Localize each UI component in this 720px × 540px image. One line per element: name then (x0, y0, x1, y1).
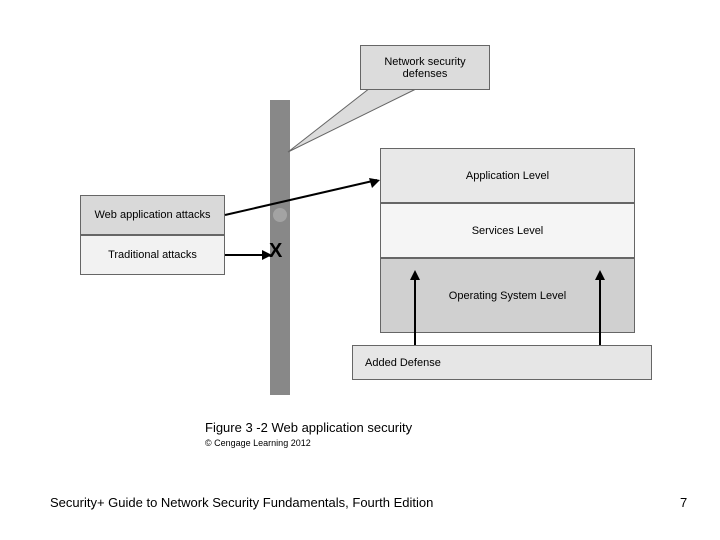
callout-label: Network security defenses (367, 56, 483, 80)
web-attacks-box: Web application attacks (80, 195, 225, 235)
page-number: 7 (680, 495, 687, 510)
up-arrow-right-head (595, 270, 605, 280)
os-level-label: Operating System Level (449, 290, 566, 302)
services-level-label: Services Level (472, 225, 544, 237)
web-attacks-label: Web application attacks (95, 209, 211, 221)
callout-box: Network security defenses (360, 45, 490, 90)
services-level-box: Services Level (380, 203, 635, 258)
figure-caption: Figure 3 -2 Web application security (205, 420, 412, 435)
up-arrow-left-line (414, 278, 416, 345)
wall-hole (273, 208, 287, 222)
x-mark: X (269, 240, 282, 263)
added-defense-box: Added Defense (352, 345, 652, 380)
up-arrow-right-line (599, 278, 601, 345)
traditional-arrow-line (225, 254, 265, 256)
application-level-label: Application Level (466, 170, 549, 182)
traditional-attacks-label: Traditional attacks (108, 249, 197, 261)
up-arrow-left-head (410, 270, 420, 280)
added-defense-label: Added Defense (365, 357, 441, 369)
security-diagram: Web application attacks Traditional atta… (80, 30, 640, 410)
application-level-box: Application Level (380, 148, 635, 203)
copyright-text: © Cengage Learning 2012 (205, 438, 311, 448)
footer-text: Security+ Guide to Network Security Fund… (50, 495, 433, 510)
traditional-attacks-box: Traditional attacks (80, 235, 225, 275)
